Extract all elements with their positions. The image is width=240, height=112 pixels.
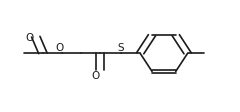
Text: O: O [55, 43, 63, 53]
Text: S: S [118, 43, 125, 53]
Text: O: O [91, 70, 100, 80]
Text: O: O [26, 32, 34, 42]
